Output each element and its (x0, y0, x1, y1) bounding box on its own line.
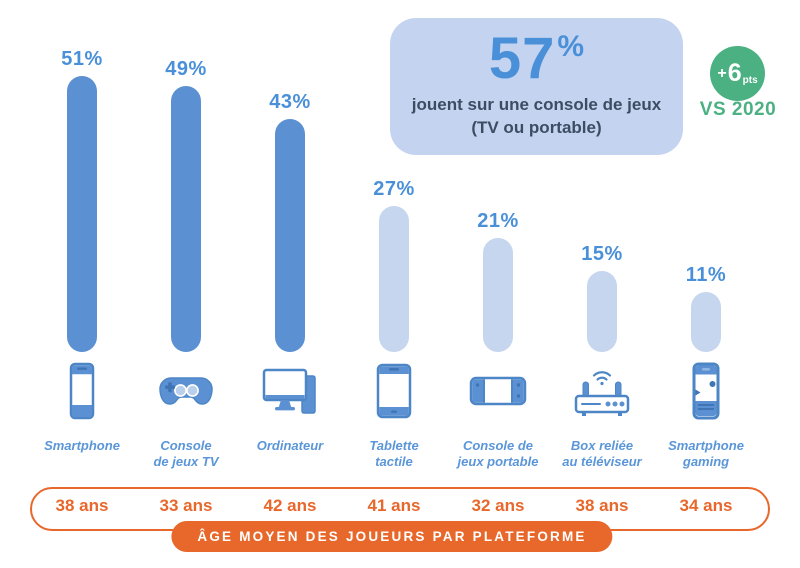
tv-box-icon (550, 352, 654, 430)
bar (275, 119, 305, 352)
smartphone-gaming-icon (654, 352, 758, 430)
platform-label: Tablette tactile (369, 438, 419, 469)
gamepad-icon (134, 352, 238, 430)
highlight-callout: 57% jouent sur une console de jeux (TV o… (390, 18, 683, 155)
bar (483, 238, 513, 352)
percent-label: 27% (373, 178, 415, 200)
bar (171, 86, 201, 352)
column-smartphone: 51% Smartphone (30, 0, 134, 478)
platform-label: Console de jeux TV (153, 438, 219, 469)
platform-label: Ordinateur (256, 438, 324, 453)
column-tablette: 27% Tablette tactile (342, 0, 446, 478)
age-value: 38 ans (575, 496, 629, 515)
tablet-icon (342, 352, 446, 430)
computer-icon (238, 352, 342, 430)
portable-console-icon (446, 352, 550, 430)
percent-label: 21% (477, 210, 519, 232)
age-value: 32 ans (471, 496, 525, 515)
column-smartphone-gaming: 11% Smartphone gaming (654, 0, 758, 478)
percent-label: 49% (165, 58, 207, 80)
ages-row: 38 ans 33 ans 42 ans 41 ans 32 ans 38 an… (30, 496, 758, 516)
platform-label: Smartphone gaming (668, 438, 744, 469)
column-ordinateur: 43% Ordinateur (238, 0, 342, 478)
percent-label: 15% (581, 243, 623, 265)
highlight-text: jouent sur une console de jeux (TV ou po… (411, 95, 662, 137)
age-value: 38 ans (55, 496, 109, 515)
age-value: 33 ans (159, 496, 213, 515)
platform-label: Console de jeux portable (457, 438, 539, 469)
bar (587, 271, 617, 352)
bar (67, 76, 97, 352)
percent-label: 51% (61, 48, 103, 70)
column-box-tv: 15% Box reliée (550, 0, 654, 478)
smartphone-icon (30, 352, 134, 430)
delta-badge: + 6 pts (710, 46, 765, 101)
age-value: 41 ans (367, 496, 421, 515)
ages-title-band: ÂGE MOYEN DES JOUEURS PAR PLATEFORME (171, 521, 613, 552)
age-value: 34 ans (679, 496, 733, 515)
platform-label: Smartphone (44, 438, 120, 453)
platform-label: Box reliée au téléviseur (562, 438, 642, 469)
bar (379, 206, 409, 352)
column-console-portable: 21% Console de jeux portable (446, 0, 550, 478)
bar (691, 292, 721, 352)
vs-2020-label: VS 2020 (699, 99, 777, 120)
column-console-tv: 49% Console de jeux TV (134, 0, 238, 478)
highlight-value: 57% (488, 26, 585, 92)
percent-label: 43% (269, 91, 311, 113)
percent-label: 11% (685, 264, 727, 286)
age-value: 42 ans (263, 496, 317, 515)
bar-chart: 51% Smartphone 49% (30, 0, 758, 478)
